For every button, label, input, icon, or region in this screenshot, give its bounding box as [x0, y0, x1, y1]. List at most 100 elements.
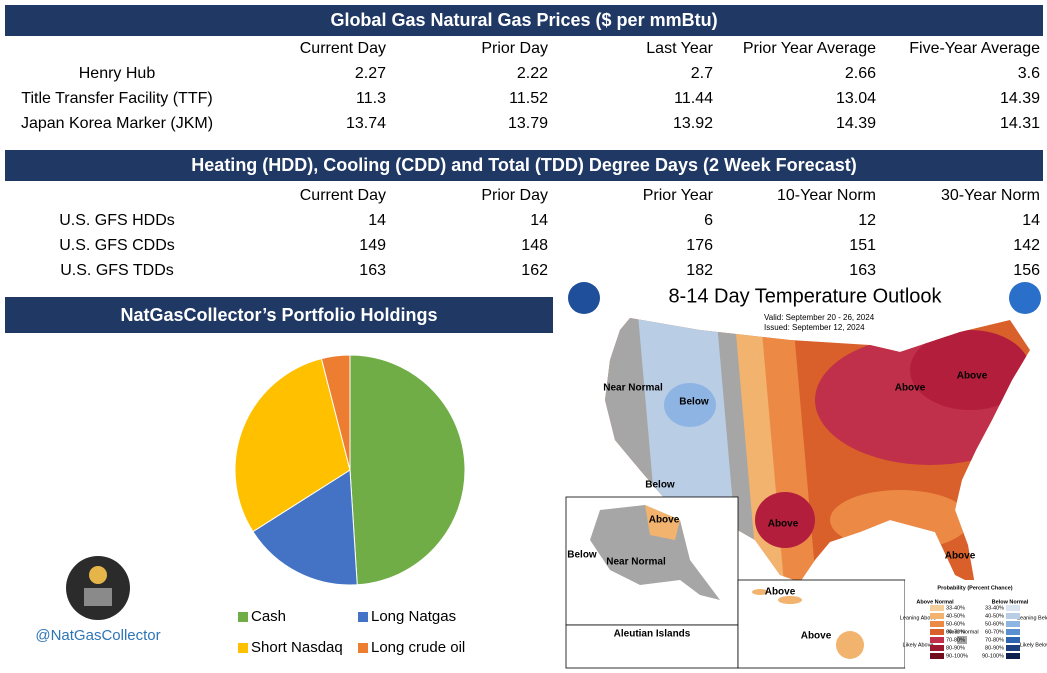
cell-value: 13.92 — [673, 115, 713, 132]
dd-header — [5, 150, 1043, 181]
legend-range: 70-80% — [946, 637, 965, 643]
legend-swatch — [238, 643, 248, 653]
cell-value: 2.27 — [355, 65, 386, 82]
row-label: Title Transfer Facility (TTF) — [21, 90, 212, 107]
legend-head: Above Normal — [916, 599, 954, 605]
legend-swatch — [1006, 621, 1020, 627]
cell-value: 13.04 — [836, 90, 876, 107]
map-label: Aleutian Islands — [614, 629, 691, 640]
column-header: 30-Year Norm — [941, 187, 1040, 204]
map-label: Below — [679, 397, 709, 408]
cell-value: 11.52 — [509, 90, 548, 107]
legend-swatch — [1006, 653, 1020, 659]
cell-value: 12 — [858, 212, 876, 229]
row-label: U.S. GFS CDDs — [59, 237, 175, 254]
portfolio-title: NatGasCollector’s Portfolio Holdings — [120, 305, 437, 325]
map-valid: Valid: September 20 - 26, 2024 — [764, 313, 875, 322]
legend-range: 40-50% — [946, 613, 965, 619]
legend-range: 80-90% — [985, 645, 1004, 651]
cell-value: 163 — [849, 262, 876, 279]
cell-value: 156 — [1013, 262, 1040, 279]
legend-side: Leaning Above — [900, 615, 936, 621]
handle: @NatGasCollector — [35, 627, 160, 644]
aleutian-inset — [565, 624, 739, 669]
cell-value: 182 — [686, 262, 713, 279]
pie-slice — [349, 354, 466, 586]
legend-swatch — [930, 621, 944, 627]
legend-swatch — [957, 636, 967, 644]
cell-value: 148 — [521, 237, 548, 254]
legend-side: Likely Above — [903, 642, 934, 648]
cell-value: 11.3 — [356, 90, 386, 107]
map-label: Above — [765, 587, 796, 598]
pie-slice — [234, 358, 351, 533]
cell-value: 14 — [368, 212, 386, 229]
legend-label: Long crude oil — [371, 639, 465, 656]
doc-logo — [568, 282, 600, 314]
map-issued: Issued: September 12, 2024 — [764, 323, 865, 332]
cell-value: 2.66 — [845, 65, 876, 82]
legend-swatch — [1006, 637, 1020, 643]
map-label: Below — [645, 480, 675, 491]
noaa-logo — [1009, 282, 1041, 314]
legend-range: 33-40% — [946, 605, 965, 611]
legend-swatch — [1006, 605, 1020, 611]
column-header: Last Year — [646, 40, 713, 57]
legend-side: Likely Below — [1020, 642, 1047, 648]
legend-range: 80-90% — [946, 645, 965, 651]
legend-swatch — [358, 612, 368, 622]
map-label: Above — [945, 551, 976, 562]
legend-swatch — [930, 653, 944, 659]
pie-slice — [252, 469, 358, 586]
column-header: 10-Year Norm — [777, 187, 876, 204]
map-label: Near Normal — [606, 557, 666, 568]
legend-swatch — [930, 645, 944, 651]
cell-value: 11.44 — [674, 90, 713, 107]
map-label: Above — [801, 631, 832, 642]
column-header: Prior Day — [481, 40, 548, 57]
column-header: Current Day — [300, 187, 386, 204]
hawaii-inset — [737, 579, 906, 669]
map-label: Above — [957, 371, 988, 382]
legend-range: 33-40% — [985, 605, 1004, 611]
prices-header — [5, 5, 1043, 36]
avatar-face — [89, 566, 107, 584]
legend-swatch — [358, 643, 368, 653]
legend-range: 60-70% — [985, 629, 1004, 635]
legend-label: Long Natgas — [371, 608, 456, 625]
map-label: Above — [768, 519, 799, 530]
legend-swatch — [1006, 613, 1020, 619]
column-header: Prior Day — [481, 187, 548, 204]
row-label: U.S. GFS TDDs — [60, 262, 174, 279]
legend-title: Probability (Percent Chance) — [937, 585, 1012, 591]
row-label: Japan Korea Marker (JKM) — [21, 115, 213, 132]
cell-value: 14.31 — [1000, 115, 1040, 132]
map-label: Below — [567, 550, 597, 561]
cell-value: 162 — [521, 262, 548, 279]
legend-swatch — [1006, 645, 1020, 651]
cell-value: 163 — [359, 262, 386, 279]
legend-range: 60-70% — [946, 629, 965, 635]
cell-value: 2.7 — [691, 65, 713, 82]
legend-swatch — [930, 637, 944, 643]
column-header: Five-Year Average — [909, 40, 1040, 57]
legend-swatch — [238, 612, 248, 622]
cell-value: 3.6 — [1018, 65, 1040, 82]
map-label: Above — [649, 515, 680, 526]
prices-title: Global Gas Natural Gas Prices ($ per mmB… — [330, 10, 717, 30]
legend-range: 50-60% — [985, 621, 1004, 627]
legend-swatch — [1006, 629, 1020, 635]
legend-side: Near Normal — [947, 629, 978, 635]
row-label: Henry Hub — [79, 65, 156, 82]
cell-value: 151 — [849, 237, 876, 254]
cell-value: 14 — [530, 212, 548, 229]
pie-slice — [320, 354, 351, 471]
cell-value: 14.39 — [836, 115, 876, 132]
cell-value: 2.22 — [517, 65, 548, 82]
legend-swatch — [930, 613, 944, 619]
legend-range: 40-50% — [985, 613, 1004, 619]
avatar-body — [84, 588, 112, 606]
map-label: Near Normal — [603, 383, 663, 394]
portfolio-header — [5, 297, 553, 333]
